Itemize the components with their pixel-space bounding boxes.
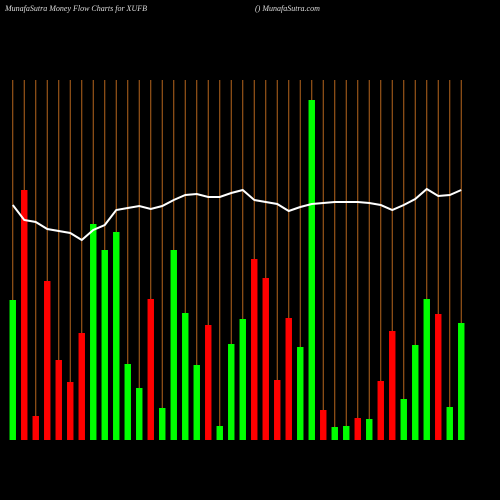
bar	[297, 347, 304, 440]
bar	[90, 224, 97, 440]
bar	[343, 426, 350, 440]
bar	[354, 418, 361, 440]
bar	[101, 250, 108, 440]
bar	[228, 344, 235, 440]
bar	[124, 364, 131, 440]
bar	[423, 299, 430, 440]
bar	[216, 426, 223, 440]
bar	[55, 360, 62, 440]
bar	[44, 281, 51, 440]
bar	[182, 313, 189, 440]
bar	[193, 365, 200, 440]
bar	[159, 408, 166, 440]
bar	[331, 427, 338, 440]
bar	[251, 259, 258, 440]
bar	[239, 319, 246, 440]
bar	[32, 416, 39, 440]
bar	[205, 325, 212, 440]
bar	[9, 300, 16, 440]
bar	[170, 250, 177, 440]
bar	[136, 388, 143, 440]
bar	[262, 278, 269, 440]
bar	[308, 100, 315, 440]
bar	[446, 407, 453, 440]
bar	[389, 331, 396, 440]
bar	[412, 345, 419, 440]
bar	[366, 419, 373, 440]
bar	[377, 381, 384, 440]
chart-title: MunafaSutra Money Flow Charts for XUFB	[4, 4, 147, 13]
bar	[285, 318, 292, 440]
bar	[400, 399, 407, 440]
bar	[458, 323, 465, 440]
bar	[113, 232, 120, 440]
bar	[320, 410, 327, 440]
bar	[67, 382, 74, 440]
chart-subtitle: () MunafaSutra.com	[255, 4, 320, 13]
bar	[78, 333, 85, 440]
bar	[274, 380, 281, 440]
bar	[21, 190, 28, 440]
money-flow-line	[11, 187, 462, 242]
bar	[147, 299, 154, 440]
bar	[435, 314, 442, 440]
